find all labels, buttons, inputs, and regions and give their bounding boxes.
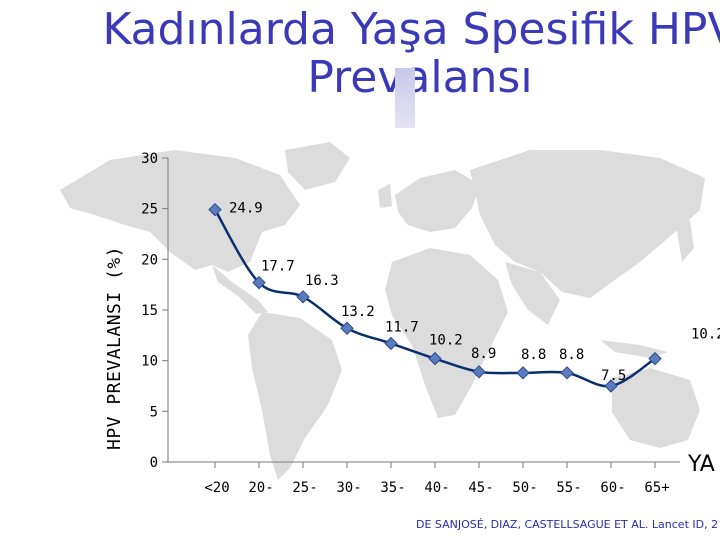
data-point-marker [516, 366, 530, 380]
data-label: 7.5 [601, 368, 626, 384]
y-tick-label: 0 [150, 455, 158, 471]
data-point-marker [472, 365, 486, 379]
data-point-marker [208, 202, 222, 217]
data-point-marker [340, 321, 354, 335]
citation: DE SANJOSÉ, DIAZ, CASTELLSAGUE ET AL. La… [416, 518, 719, 531]
data-label: 8.8 [521, 347, 546, 363]
y-tick-label: 15 [141, 303, 158, 319]
plot-area: 24.9 17.7 16.313.2 11.7 10.2 8.9 8.8 8.8 7.5 10.2 [208, 201, 720, 393]
data-point-marker [604, 379, 618, 393]
data-point-marker [428, 351, 442, 366]
axes: 0 5 10 15 20 25 30 <20 20- 25- 30- 35- 40- 45- 50- 55- 6… [141, 151, 680, 496]
x-tick-label: <20 [204, 480, 229, 496]
x-axis-label: YA [688, 452, 715, 477]
y-tick-label: 20 [141, 252, 158, 268]
data-label: 24.9 [229, 201, 263, 217]
x-tick-label: 50- [512, 480, 537, 496]
y-tick-label: 5 [150, 404, 158, 420]
title-decoration-bar [395, 68, 415, 128]
data-point-marker [252, 275, 266, 290]
x-tick-label: 40- [424, 480, 449, 496]
data-label: 13.2 [341, 304, 375, 320]
data-point-marker [384, 336, 398, 351]
title-line-2: Prevalansı [307, 52, 533, 103]
x-tick-label: 30- [336, 480, 361, 496]
x-tick-label: 60- [600, 480, 625, 496]
data-label: 10.2 [691, 327, 720, 343]
data-point-marker [560, 366, 574, 380]
chart-title: Kadınlarda Yaşa Spesifik HPV Prevalansı [20, 6, 720, 102]
y-tick-label: 30 [141, 151, 158, 167]
x-tick-label: 35- [380, 480, 405, 496]
data-label: 11.7 [385, 319, 419, 335]
y-tick-label: 25 [141, 202, 158, 218]
data-label: 17.7 [261, 259, 295, 275]
world-map-background [60, 142, 705, 480]
data-point-marker [296, 290, 310, 304]
x-tick-label: 45- [468, 480, 493, 496]
data-label: 10.2 [429, 333, 463, 349]
x-tick-label: 25- [292, 480, 317, 496]
title-line-1: Kadınlarda Yaşa Spesifik HPV [102, 4, 720, 55]
x-tick-label: 55- [556, 480, 581, 496]
data-label: 16.3 [305, 273, 339, 289]
data-label: 8.9 [471, 346, 496, 362]
y-tick-label: 10 [141, 354, 158, 370]
y-axis-label: HPV PREVALANSI (%) [104, 245, 125, 450]
x-tick-label: 20- [248, 480, 273, 496]
data-point-marker [648, 351, 662, 366]
data-label: 8.8 [559, 347, 584, 363]
x-tick-label: 65+ [644, 480, 669, 496]
